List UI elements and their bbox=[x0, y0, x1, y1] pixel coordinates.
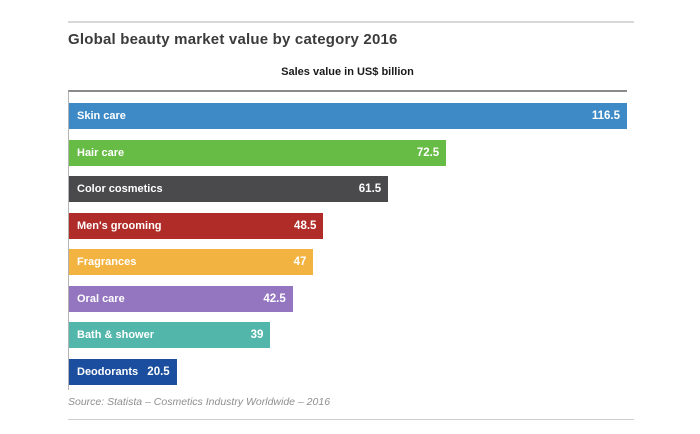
bar-category-label: Hair care bbox=[77, 146, 125, 159]
bar-category-label: Skin care bbox=[77, 110, 126, 122]
bottom-divider bbox=[68, 419, 634, 420]
bar-value-label: 48.5 bbox=[294, 219, 317, 232]
bar-hair-care: Hair care 72.5 bbox=[69, 139, 447, 166]
bar-value-label: 61.5 bbox=[358, 183, 382, 195]
bar-deodorants: Deodorants 20.5 bbox=[69, 358, 177, 385]
plot-area: Skin care 116.5 Hair care 72.5 Color cosmeti… bbox=[68, 90, 627, 390]
bar-bath-shower: Bath & shower 39 bbox=[69, 322, 271, 348]
bar-value-label: 116.5 bbox=[591, 110, 620, 122]
bar-category-label: Deodorants bbox=[77, 365, 139, 378]
bar-category-label: Men's grooming bbox=[77, 219, 162, 232]
bar-value-label: 42.5 bbox=[263, 292, 286, 305]
source-text: Source: Statista – Cosmetics Industry Wo… bbox=[68, 396, 331, 408]
axis-title: Sales value in US$ billion bbox=[281, 66, 414, 78]
bar-group: Skin care 116.5 Hair care 72.5 Color cosmeti… bbox=[69, 92, 627, 385]
bar-value-label: 47 bbox=[293, 256, 307, 268]
bar-men-s-grooming: Men's grooming 48.5 bbox=[69, 212, 324, 239]
top-divider bbox=[68, 21, 634, 23]
bar-skin-care: Skin care 116.5 bbox=[69, 103, 627, 129]
bar-category-label: Oral care bbox=[77, 292, 125, 305]
bar-value-label: 20.5 bbox=[147, 365, 170, 378]
bar-category-label: Fragrances bbox=[77, 256, 137, 268]
chart-title: Global beauty market value by category 2… bbox=[68, 31, 398, 48]
bar-value-label: 39 bbox=[250, 329, 264, 341]
bar-category-label: Bath & shower bbox=[77, 329, 155, 341]
bar-category-label: Color cosmetics bbox=[77, 183, 163, 195]
bar-color-cosmetics: Color cosmetics 61.5 bbox=[69, 176, 389, 202]
bar-oral-care: Oral care 42.5 bbox=[69, 285, 293, 312]
bar-fragrances: Fragrances 47 bbox=[69, 249, 314, 275]
bar-value-label: 72.5 bbox=[416, 146, 440, 159]
